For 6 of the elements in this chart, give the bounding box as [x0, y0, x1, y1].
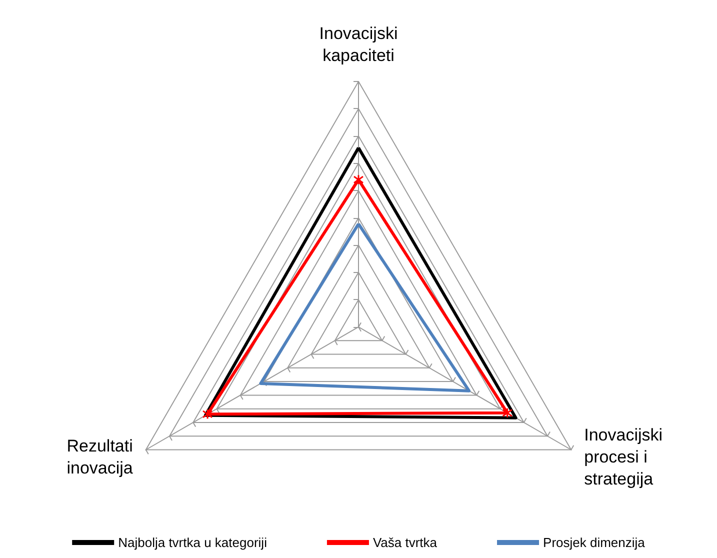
legend-label: Najbolja tvrtka u kategoriji	[118, 535, 268, 550]
spoke-label: Inovacijski procesi i strategija	[584, 426, 663, 489]
legend-label: Prosjek dimenzija	[543, 535, 646, 550]
spoke-label: Rezultati inovacija	[66, 436, 134, 478]
spoke-label: Inovacijski kapaciteti	[319, 24, 398, 65]
legend-label: Vaša tvrtka	[372, 535, 438, 550]
